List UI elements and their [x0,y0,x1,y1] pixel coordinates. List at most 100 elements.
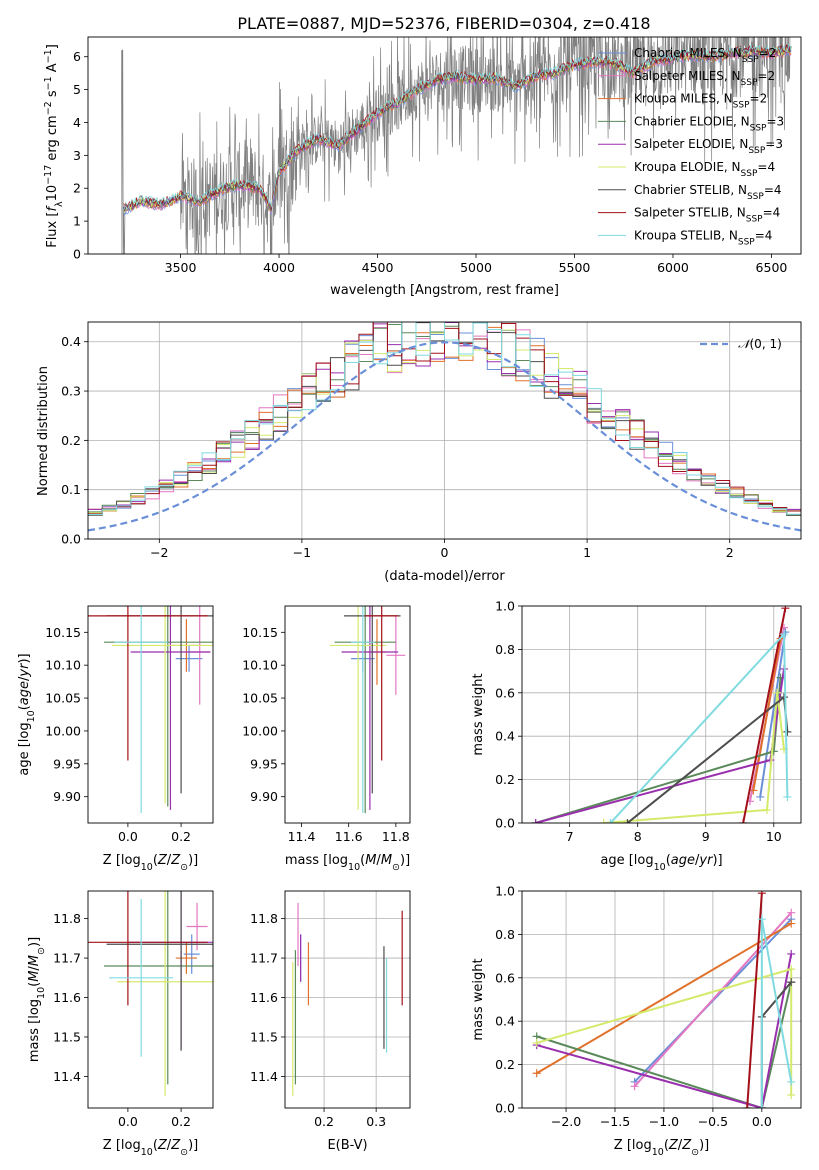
x-axis-label: (data-model)/error [384,569,505,584]
label-part: ( [664,1138,669,1153]
weight-marker-kroupa-elodie [762,805,771,814]
x-axis-label: age [log10(age/yr)] [600,853,722,873]
x-tick-label: 11.8 [382,829,410,844]
label-part: / [17,676,32,681]
panel-data-model-error-normed-distribution: −2 −1 0 1 2 0.0 0.1 0.2 0.3 0.4 𝒩(0, 1) (data-model… [36,321,802,584]
weight-marker-kroupa-stelib [783,792,792,801]
x-tick-label: 0.0 [752,1114,772,1129]
label-part: M [27,971,42,982]
weight-marker-kroupa-elodie [773,688,782,697]
y-tick-label: 4 [73,115,81,130]
label-part: )] [699,1138,709,1153]
label-part: s [45,90,60,101]
legend-label-chabrier-miles: Chabrier MILES, NSSP=2 [634,46,776,65]
legend-text: Kroupa STELIB, N [634,228,738,242]
label-part: 10 [26,710,37,722]
label-part: −1 [43,49,54,63]
label-part: / [167,1138,172,1153]
model-kroupa-stelib [123,43,792,211]
x-axis-label: Z [log10(Z/Z⊙)] [614,1138,709,1158]
y-tick-label: 10.00 [45,723,81,738]
label-part: ⊙ [180,862,188,873]
y-tick-label: 11.7 [250,951,278,966]
plot-area [292,902,403,1097]
label-part: Z [157,1138,168,1153]
legend-text: Salpeter MILES, N [634,69,741,83]
legend-suffix: =4 [763,206,781,220]
plot-area [88,891,213,1097]
weight-marker-chabrier-stelib [787,978,796,987]
plot-area [329,606,406,814]
legend-label-kroupa-stelib: Kroupa STELIB, NSSP=4 [634,228,772,247]
legend-sub: SSP [741,78,758,88]
label-part: 10 [45,185,60,202]
x-axis-label: Z [log10(Z/Z⊙)] [103,1138,198,1158]
label-part: λ [54,201,65,207]
y-tick-label: 0.8 [495,642,515,657]
y-tick-label: 9.95 [53,756,81,771]
legend-suffix: =2 [757,69,775,83]
label-part: Z [log [103,1138,141,1153]
weight-marker-kroupa-miles [749,786,758,795]
legend-sub: SSP [742,55,759,65]
weight-line-kroupa-miles [536,922,792,1075]
y-tick-label: 11.8 [53,911,81,926]
legend-sub: SSP [750,123,767,133]
weight-line-salpeter-stelib [742,607,787,823]
panel-z-log10-z-z-sun-mass-log10-m-m-sun: 0.0 0.211.411.511.611.711.8Z [log10(Z/Z⊙)… [27,890,214,1158]
plot-area [532,891,796,1108]
y-tick-label: 11.5 [250,1029,278,1044]
label-part: ⊙ [36,947,47,955]
x-axis-label: Z [log10(Z/Z⊙)] [103,853,198,873]
y-tick-label: 9.90 [250,789,278,804]
x-tick-label: 0 [441,545,449,560]
weight-marker-salpeter-stelib [757,891,766,898]
label-part: )] [188,1138,198,1153]
weight-marker-salpeter-stelib [739,819,748,823]
y-tick-label: 0.2 [495,1057,515,1072]
y-tick-label: 10.05 [45,691,81,706]
label-part: 10 [652,1147,664,1158]
x-tick-label: −0.5 [698,1114,728,1129]
histogram-kroupa-stelib [88,322,801,516]
legend-text: Kroupa MILES, N [634,92,733,106]
weight-marker-kroupa-stelib [787,1077,796,1086]
spectrum-title: PLATE=0887, MJD=52376, FIBERID=0304, z=0… [237,14,650,33]
y-tick-label: 6 [73,49,81,64]
weight-marker-chabrier-stelib [783,727,792,736]
x-tick-label: 10 [766,829,782,844]
weight-marker-salpeter-elodie [531,819,540,823]
label-part: mass [log [285,853,348,868]
y-tick-label: 5 [73,82,81,97]
axes-frame [521,890,802,1109]
y-axis-label: Flux [fλ10−17 erg cm−2 s−1 A−1] [43,44,65,248]
weight-marker-salpeter-stelib [781,606,790,613]
axes-frame [87,36,802,255]
y-tick-label: 2 [73,181,81,196]
axes-frame [284,605,411,824]
legend-args: (0, 1) [750,337,782,351]
y-tick-label: 11.4 [250,1069,278,1084]
label-part: A [45,63,60,76]
weight-line-chabrier-elodie [535,677,782,823]
label-part: )] [400,853,410,868]
panel-wavelength-angstrom-rest-frame-flux-f-10-17-erg-cm-2-s-1-a-1: 3500 4000 4500 5000 5500 6000 6500 0 1 2 3 4 5 6 Chabr… [43,36,802,298]
y-tick-label: 0.2 [495,772,515,787]
legend-sub: SSP [741,169,758,179]
legend-label-chabrier-elodie: Chabrier ELODIE, NSSP=3 [634,114,784,133]
legend-text: Kroupa ELODIE, N [634,160,741,174]
weight-marker-kroupa-miles [787,919,796,928]
label-part: age [17,681,32,705]
weight-marker-salpeter-miles [787,908,796,917]
label-part: erg cm [45,115,60,164]
legend-label-kroupa-elodie: Kroupa ELODIE, NSSP=4 [634,160,775,179]
data-spectrum [121,37,791,254]
plot-area [121,37,792,254]
y-tick-label: 0.4 [495,729,515,744]
label-part: yr [698,853,714,868]
y-tick-label: 1.0 [495,884,515,899]
weight-marker-salpeter-stelib [743,1104,752,1108]
x-tick-label: 0.3 [366,1114,386,1129]
x-tick-label: 6000 [657,260,689,275]
x-tick-label: 9 [702,829,710,844]
